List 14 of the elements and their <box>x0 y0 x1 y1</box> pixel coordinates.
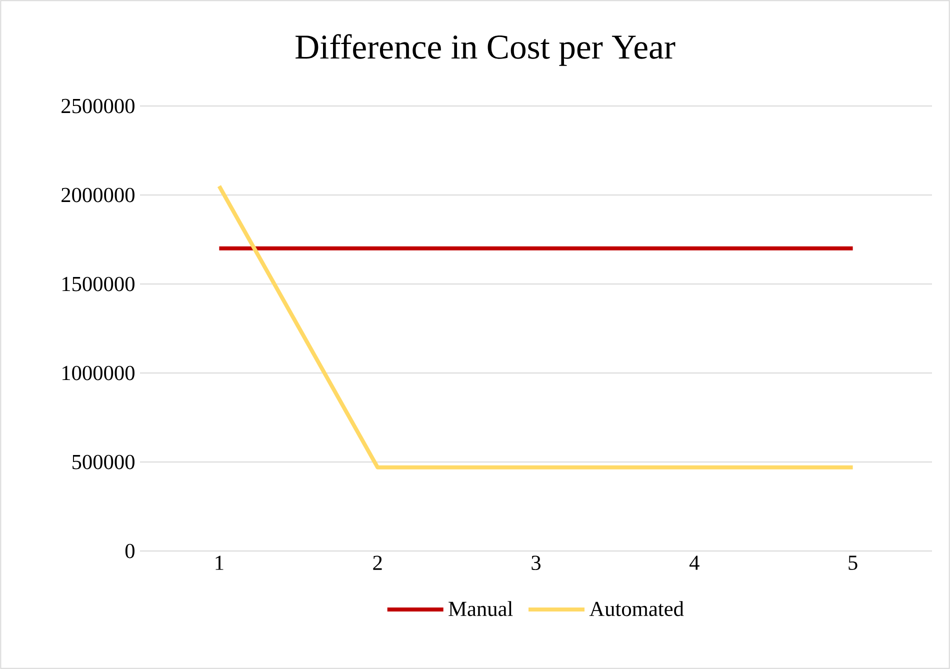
legend-label: Automated <box>589 601 684 616</box>
x-tick-label: 2 <box>373 556 382 570</box>
y-tick-label: 500000 <box>72 454 134 470</box>
y-tick-label: 2500000 <box>62 98 134 114</box>
x-tick-label: 4 <box>689 556 700 570</box>
legend-label: Manual <box>448 601 513 616</box>
x-tick-label: 3 <box>532 556 540 570</box>
x-tick-label: 5 <box>848 556 858 570</box>
y-tick-label: 0 <box>125 544 134 558</box>
chart-title: Difference in Cost per Year <box>296 34 676 66</box>
y-tick-label: 1500000 <box>62 276 134 292</box>
y-tick-label: 2000000 <box>62 188 134 202</box>
x-tick-label: 1 <box>216 556 224 570</box>
y-tick-label: 1000000 <box>62 366 134 380</box>
